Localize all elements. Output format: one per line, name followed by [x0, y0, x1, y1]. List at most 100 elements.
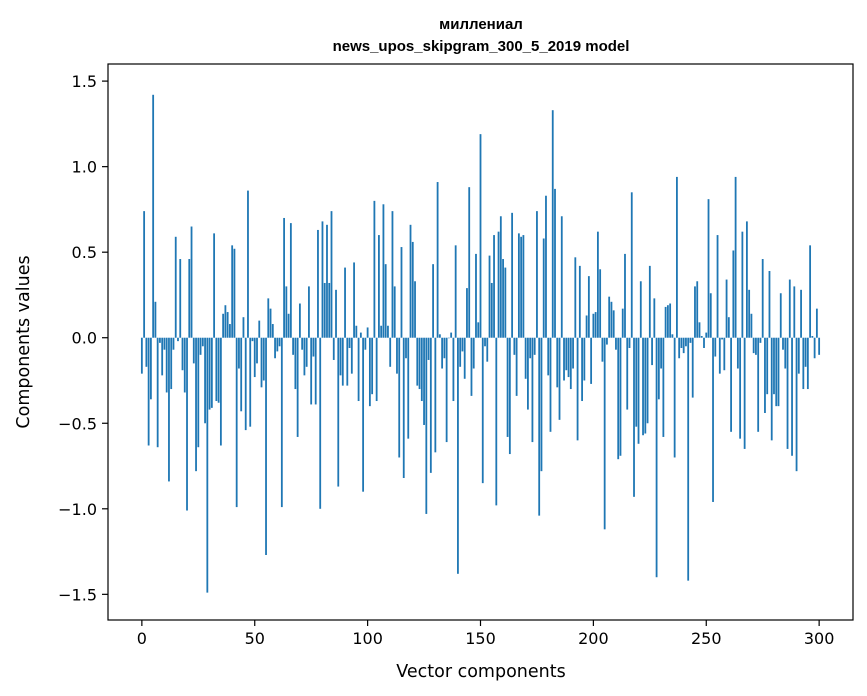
bar — [380, 325, 383, 338]
bar — [188, 259, 191, 338]
bar — [592, 313, 595, 338]
bar — [531, 337, 534, 443]
bar — [757, 337, 760, 432]
bar — [608, 296, 611, 338]
bar — [337, 337, 340, 487]
bar — [601, 337, 604, 362]
bar — [278, 337, 281, 347]
bar — [721, 337, 723, 340]
bar — [285, 286, 288, 338]
bar — [743, 337, 746, 449]
bar — [707, 199, 710, 338]
bar — [615, 337, 617, 350]
bar — [457, 337, 459, 574]
bar — [368, 337, 371, 407]
bar — [238, 337, 240, 369]
bar — [310, 337, 313, 405]
bar — [770, 337, 773, 441]
bar — [215, 337, 218, 402]
y-tick-label: −1.5 — [58, 585, 97, 604]
bar — [186, 337, 188, 511]
chart-title-word: миллениал — [439, 16, 523, 33]
bar — [393, 286, 396, 338]
bar — [206, 337, 209, 593]
bar — [723, 337, 726, 371]
bar — [287, 313, 290, 338]
bar — [513, 337, 516, 355]
bar — [289, 223, 292, 338]
bar — [298, 303, 301, 338]
bar — [624, 253, 626, 338]
bar — [666, 305, 669, 338]
bar — [533, 337, 536, 355]
bar — [628, 337, 631, 348]
bar — [788, 279, 791, 338]
bar — [678, 337, 681, 359]
bar — [782, 337, 784, 350]
bar — [495, 337, 498, 506]
bar — [265, 337, 267, 555]
bar — [190, 226, 193, 338]
bar — [217, 337, 220, 403]
x-tick-label: 300 — [804, 629, 835, 648]
bar — [229, 324, 231, 338]
bar — [156, 337, 159, 448]
bar — [517, 233, 520, 338]
bar — [332, 337, 335, 360]
bar — [251, 337, 254, 342]
bar — [612, 310, 615, 338]
bar — [696, 281, 699, 338]
bar — [599, 269, 602, 338]
bar — [596, 231, 599, 338]
bar — [759, 337, 762, 343]
bar — [197, 337, 200, 448]
bar — [339, 337, 342, 376]
bar — [378, 235, 380, 338]
bar — [357, 337, 360, 402]
bar — [420, 337, 423, 402]
bar — [271, 324, 274, 338]
bar — [181, 337, 184, 371]
bar — [520, 236, 523, 338]
bar — [179, 259, 182, 338]
bar — [292, 337, 295, 355]
bar — [486, 337, 489, 362]
bar — [459, 337, 462, 367]
bar — [813, 337, 816, 359]
bar — [454, 245, 457, 338]
bar — [764, 337, 766, 413]
bar — [147, 337, 150, 446]
plot-frame — [107, 63, 854, 621]
bar — [522, 235, 525, 338]
y-tick-label: −1.0 — [58, 500, 97, 519]
bar — [382, 204, 385, 338]
bar — [317, 229, 319, 338]
bar — [734, 176, 737, 338]
bar — [563, 337, 565, 381]
bar — [554, 188, 556, 338]
bar — [242, 317, 245, 338]
bar — [587, 276, 590, 338]
bar — [219, 337, 222, 446]
bar — [244, 337, 247, 431]
bar — [210, 337, 213, 408]
bar — [314, 337, 317, 405]
bar — [174, 236, 177, 338]
bar — [664, 306, 667, 338]
y-tick-label: 0.0 — [72, 329, 97, 348]
bar — [669, 303, 672, 338]
bar — [335, 289, 337, 338]
bar — [585, 315, 588, 338]
bar — [569, 337, 572, 390]
bar — [775, 337, 778, 407]
bar — [581, 337, 583, 402]
bar — [389, 337, 392, 367]
bar — [301, 337, 304, 350]
bar — [642, 337, 644, 436]
bar — [466, 288, 468, 338]
bar — [355, 325, 358, 338]
bar — [524, 337, 527, 379]
bar-series — [140, 94, 821, 593]
bar — [475, 253, 477, 338]
bar — [256, 337, 258, 364]
